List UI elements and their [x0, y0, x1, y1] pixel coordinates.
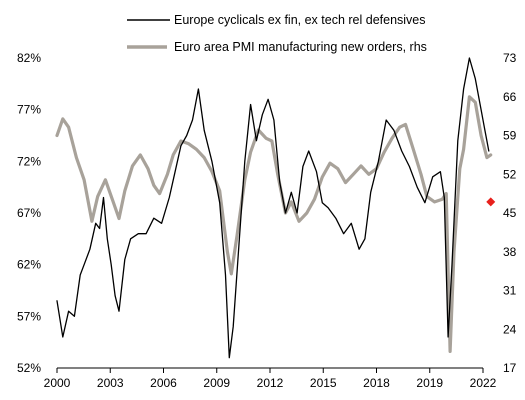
- x-tick-label: 2000: [44, 376, 71, 390]
- legend-label-pmi-new-orders: Euro area PMI manufacturing new orders, …: [174, 40, 427, 54]
- y-right-tick-label: 38: [503, 245, 517, 259]
- legend: Europe cyclicals ex fin, ex tech rel def…: [127, 13, 427, 54]
- y-right-tick-label: 52: [503, 167, 517, 181]
- x-tick-label: 2012: [257, 376, 284, 390]
- series-layer: [55, 57, 493, 359]
- series-line-europe-cyclicals: [56, 57, 490, 359]
- y-left-tick-label: 82%: [17, 51, 41, 65]
- series-line-pmi-new-orders: [55, 95, 493, 353]
- y-left-tick-label: 52%: [17, 361, 41, 375]
- y-left-tick-label: 72%: [17, 154, 41, 168]
- y-right-tick-label: 45: [503, 206, 517, 220]
- x-tick-label: 2019: [416, 376, 443, 390]
- y-left-tick-label: 77%: [17, 103, 41, 117]
- y-right-tick-label: 73: [503, 51, 517, 65]
- y-right-tick-label: 31: [503, 284, 517, 298]
- y-left-tick-label: 62%: [17, 258, 41, 272]
- legend-label-europe-cyclicals: Europe cyclicals ex fin, ex tech rel def…: [174, 13, 426, 27]
- x-tick-label: 2006: [150, 376, 177, 390]
- x-tick-label: 2022: [470, 376, 497, 390]
- x-tick-label: 2015: [310, 376, 337, 390]
- x-tick-label: 2009: [203, 376, 230, 390]
- x-tick-label: 2018: [363, 376, 390, 390]
- y-right-tick-label: 17: [503, 361, 517, 375]
- axes: 2000 2003 2006 2009 2012 2015 2018 2019 2022 52% 5…: [17, 51, 517, 390]
- y-right-tick-label: 59: [503, 129, 517, 143]
- y-right-tick-label: 24: [503, 322, 517, 336]
- marker-layer: [486, 197, 496, 207]
- marker-diamond: [486, 197, 496, 207]
- y-left-tick-label: 67%: [17, 206, 41, 220]
- y-right-tick-label: 66: [503, 90, 517, 104]
- y-left-tick-label: 57%: [17, 309, 41, 323]
- x-tick-label: 2003: [97, 376, 124, 390]
